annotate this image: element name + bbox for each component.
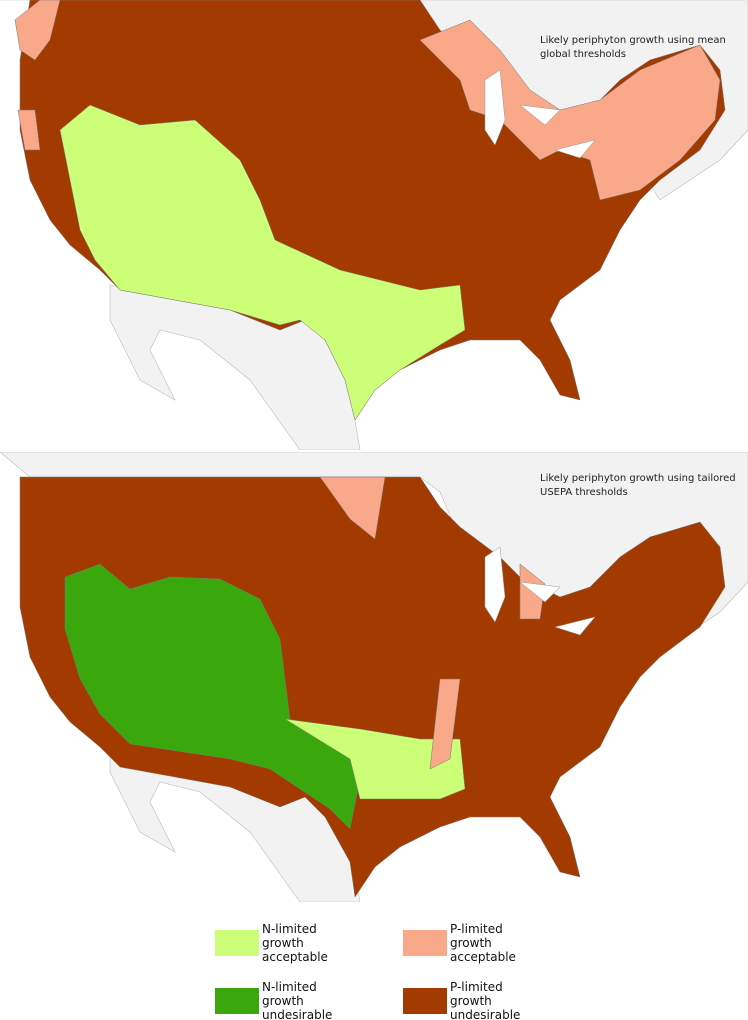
p-acceptable-region — [429, 678, 461, 770]
p-acceptable-region — [419, 19, 721, 201]
map-mean-global — [0, 0, 748, 450]
legend-label: N-limited growth undesirable — [262, 980, 333, 1020]
map-title: Likely periphyton growth using tailored … — [540, 473, 736, 498]
legend-swatch — [403, 988, 447, 1014]
map-usepa — [0, 452, 748, 902]
legend-swatch — [215, 930, 259, 956]
n-acceptable-region — [284, 718, 466, 800]
legend-label: P-limited growth acceptable — [450, 922, 516, 964]
legend-swatch — [403, 930, 447, 956]
p-acceptable-region — [319, 476, 386, 540]
great-lakes — [484, 546, 596, 636]
legend-swatch — [215, 988, 259, 1014]
p-acceptable-region — [14, 0, 61, 61]
p-acceptable-region — [17, 109, 41, 151]
great-lakes — [484, 69, 596, 159]
map-title: Likely periphyton growth using mean glob… — [540, 35, 726, 60]
n-acceptable-region — [59, 104, 466, 421]
legend-label: N-limited growth acceptable — [262, 922, 328, 964]
legend-label: P-limited growth undesirable — [450, 980, 521, 1020]
